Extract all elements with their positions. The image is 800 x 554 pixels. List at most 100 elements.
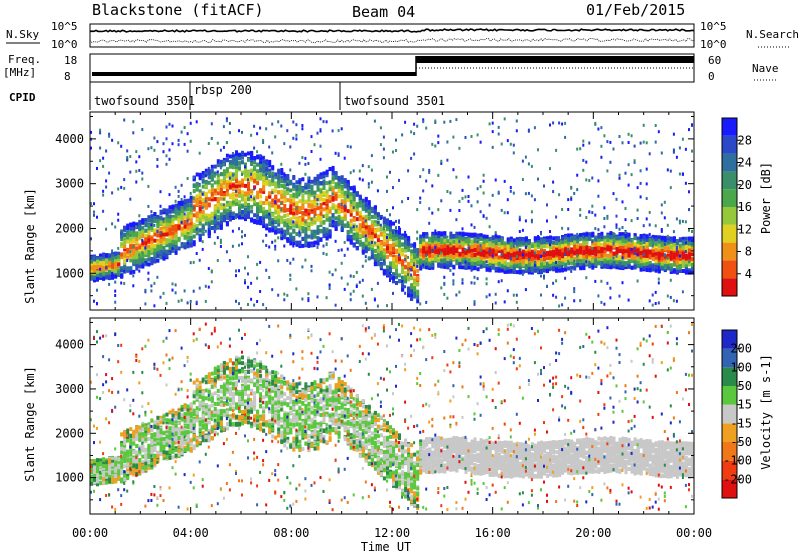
heatmap-cell	[174, 214, 178, 219]
heatmap-cell	[476, 133, 479, 137]
heatmap-cell	[549, 230, 551, 233]
heatmap-cell	[494, 178, 497, 182]
nsky-panel: N.Sky 10^5 10^0 10^5 10^0 N.Search	[6, 20, 799, 51]
heatmap-cell	[241, 235, 243, 239]
heatmap-cell	[558, 243, 562, 248]
heatmap-cell	[358, 226, 362, 231]
heatmap-cell	[156, 238, 160, 243]
heatmap-cell	[552, 190, 555, 194]
heatmap-cell	[277, 293, 280, 297]
heatmap-cell	[422, 241, 426, 246]
heatmap-cell	[443, 244, 447, 249]
heatmap-cell	[231, 183, 235, 188]
heatmap-cell	[533, 260, 536, 264]
heatmap-cell	[126, 266, 130, 271]
heatmap-cell	[343, 196, 347, 201]
heatmap-cell	[283, 178, 287, 183]
heatmap-cell	[382, 261, 386, 266]
heatmap-cell	[156, 140, 159, 144]
heatmap-cell	[216, 159, 220, 164]
heatmap-cell	[349, 229, 353, 234]
heatmap-cell	[102, 193, 105, 197]
heatmap-cell	[231, 196, 235, 201]
heatmap-cell	[117, 218, 120, 222]
heatmap-cell	[331, 171, 335, 176]
heatmap-cell	[370, 168, 373, 172]
heatmap-cell	[349, 292, 352, 296]
heatmap-cell	[283, 204, 287, 209]
heatmap-cell	[213, 230, 216, 234]
heatmap-cell	[168, 157, 171, 161]
heatmap-cell	[210, 137, 213, 140]
heatmap-cell	[398, 226, 400, 229]
heatmap-cell	[543, 265, 546, 270]
heatmap-cell	[367, 165, 370, 169]
heatmap-cell	[174, 245, 178, 249]
heatmap-cell	[141, 230, 145, 235]
heatmap-cell	[241, 160, 244, 165]
heatmap-cell	[497, 242, 501, 246]
heatmap-cell	[325, 170, 329, 175]
heatmap-cell	[102, 266, 106, 271]
heatmap-cell	[524, 257, 528, 261]
heatmap-cell	[521, 228, 524, 232]
heatmap-cell	[111, 274, 115, 279]
heatmap-cell	[395, 233, 398, 238]
heatmap-cell	[479, 241, 483, 246]
heatmap-cell	[367, 248, 370, 252]
heatmap-cell	[564, 267, 568, 272]
heatmap-cell	[491, 145, 494, 149]
heatmap-cell	[518, 262, 522, 267]
heatmap-cell	[530, 266, 534, 271]
heatmap-cell	[337, 249, 340, 252]
heatmap-cell	[177, 143, 180, 147]
heatmap-cell	[90, 237, 92, 241]
heatmap-cell	[165, 230, 169, 235]
heatmap-cell	[376, 249, 380, 254]
heatmap-cell	[277, 198, 281, 203]
heatmap-cell	[434, 252, 438, 257]
heatmap-cell	[141, 264, 145, 269]
heatmap-cell	[93, 299, 95, 303]
heatmap-cell	[141, 241, 145, 246]
heatmap-cell	[389, 274, 392, 278]
heatmap-cell	[410, 283, 414, 288]
heatmap-cell	[500, 279, 503, 283]
heatmap-cell	[250, 168, 254, 173]
heatmap-cell	[301, 237, 305, 241]
heatmap-cell	[165, 162, 168, 166]
heatmap-cell	[138, 224, 142, 229]
heatmap-cell	[253, 176, 257, 181]
heatmap-cell	[494, 292, 497, 296]
heatmap-cell	[527, 241, 531, 246]
heatmap-cell	[503, 300, 506, 304]
heatmap-cell	[503, 246, 507, 251]
heatmap-cell	[90, 255, 93, 260]
heatmap-cell	[301, 177, 305, 182]
heatmap-cell	[367, 226, 371, 231]
heatmap-cell	[537, 270, 539, 274]
heatmap-cell	[488, 293, 491, 297]
heatmap-cell	[96, 288, 98, 292]
heatmap-cell	[198, 209, 202, 214]
heatmap-cell	[192, 176, 195, 180]
heatmap-cell	[392, 279, 395, 284]
heatmap-cell	[361, 215, 365, 220]
heatmap-cell	[316, 241, 320, 246]
heatmap-cell	[162, 210, 166, 215]
heatmap-cell	[268, 174, 272, 179]
heatmap-cell	[386, 270, 389, 275]
heatmap-cell	[265, 201, 269, 205]
heatmap-cell	[355, 211, 359, 216]
heatmap-cell	[274, 194, 278, 199]
heatmap-cell	[165, 238, 169, 243]
heatmap-cell	[325, 181, 329, 186]
heatmap-cell	[141, 177, 144, 181]
heatmap-cell	[244, 214, 247, 219]
heatmap-cell	[319, 117, 322, 121]
heatmap-cell	[168, 148, 171, 152]
heatmap-cell	[425, 254, 428, 258]
heatmap-cell	[144, 302, 147, 306]
heatmap-cell	[473, 266, 477, 270]
heatmap-cell	[340, 186, 344, 191]
